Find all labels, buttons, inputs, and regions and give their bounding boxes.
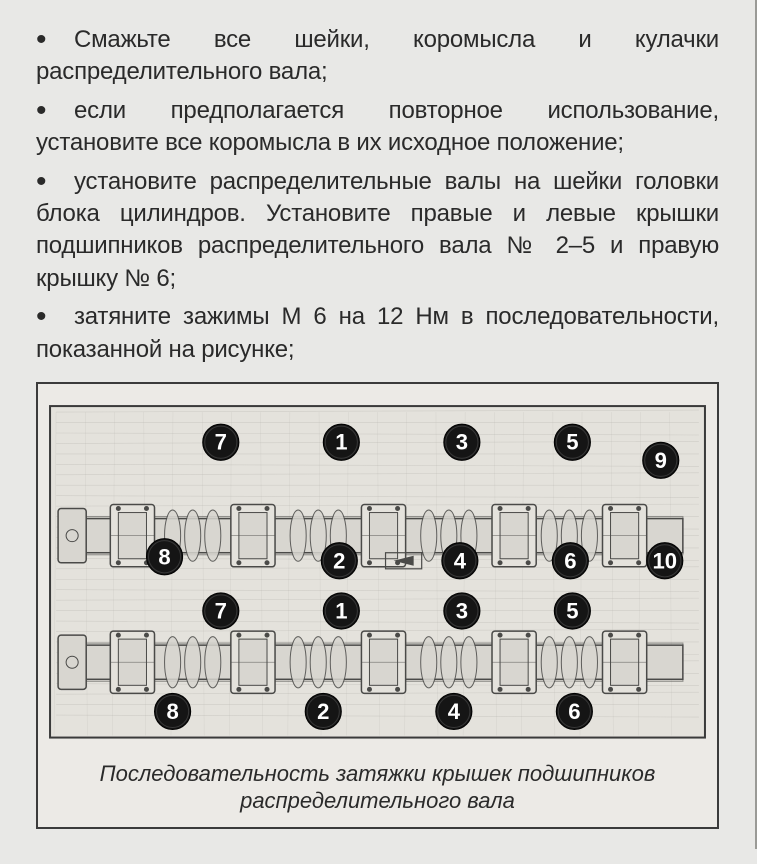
bullet-text: если предполагается повторное использова… xyxy=(36,97,719,156)
callout-number: 3 xyxy=(456,598,468,623)
page: •Смажьте все шейки, коромысла и кулачки … xyxy=(0,0,757,849)
callout-number: 7 xyxy=(215,598,227,623)
callout-number: 3 xyxy=(456,430,468,455)
callout-number: 9 xyxy=(655,448,667,473)
callout-number: 10 xyxy=(652,548,677,573)
callout-number: 8 xyxy=(166,699,178,724)
caption-line-2: распределительного вала xyxy=(240,788,515,813)
camshaft-diagram: 7 1 3 5 9 8 2 4 6 10 7 1 3 5 8 2 4 6 xyxy=(42,388,713,750)
bullet-text: Смажьте все шейки, коромысла и кулачки р… xyxy=(36,26,719,85)
figure-caption: Последовательность затяжки крышек подшип… xyxy=(52,760,703,815)
callout-number: 8 xyxy=(158,544,170,569)
bullet-text: установите распределительные валы на шей… xyxy=(36,168,719,292)
callout-number: 5 xyxy=(566,598,578,623)
caption-line-1: Последовательность затяжки крышек подшип… xyxy=(100,761,656,786)
callout-number: 2 xyxy=(317,699,329,724)
callout-number: 6 xyxy=(568,699,580,724)
bullet-item-4: •затяните зажимы М 6 на 12 Нм в последов… xyxy=(36,301,719,366)
bullet-text: затяните зажимы М 6 на 12 Нм в последова… xyxy=(36,303,719,362)
bullet-item-2: •если предполагается повторное использов… xyxy=(36,95,719,160)
callout-number: 2 xyxy=(333,548,345,573)
callout-number: 4 xyxy=(448,699,461,724)
callout-number: 7 xyxy=(215,430,227,455)
bullet-item-1: •Смажьте все шейки, коромысла и кулачки … xyxy=(36,24,719,89)
callout-number: 4 xyxy=(454,548,467,573)
callout-number: 5 xyxy=(566,430,578,455)
bullet-list: •Смажьте все шейки, коромысла и кулачки … xyxy=(36,24,719,366)
callout-number: 1 xyxy=(335,598,347,623)
figure-box: 7 1 3 5 9 8 2 4 6 10 7 1 3 5 8 2 4 6 Последовательность з… xyxy=(36,382,719,829)
callout-number: 6 xyxy=(564,548,576,573)
bullet-item-3: •установите распределительные валы на ше… xyxy=(36,166,719,296)
callout-number: 1 xyxy=(335,430,347,455)
